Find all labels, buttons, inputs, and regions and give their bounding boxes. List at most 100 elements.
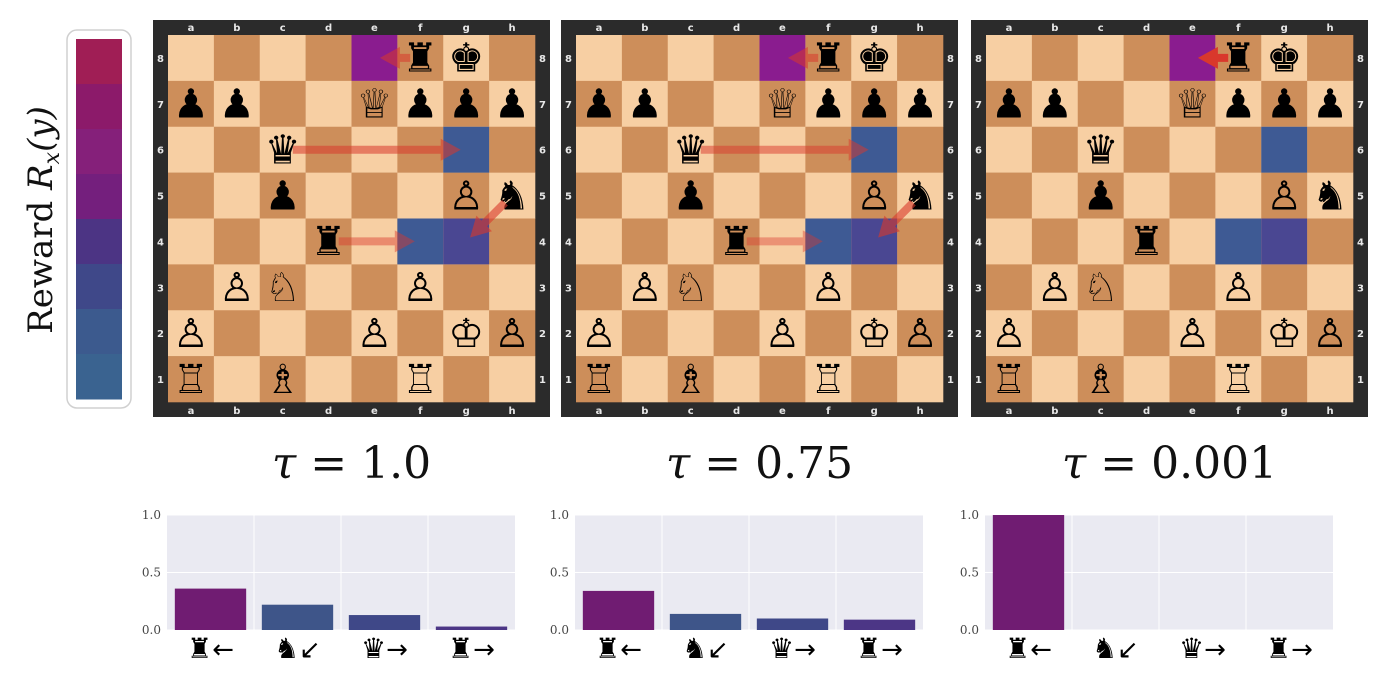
white-king: ♔: [856, 311, 892, 357]
board-square: [489, 218, 536, 265]
colorbar-swatch: [76, 309, 122, 355]
board-square: [1261, 310, 1308, 357]
rank-label: 3: [1357, 283, 1364, 294]
move-arrow: [470, 199, 508, 238]
board-square: [1169, 172, 1216, 219]
board-square: [259, 218, 306, 265]
probability-bar: [174, 588, 247, 630]
file-label: b: [1051, 23, 1058, 34]
file-label: e: [779, 406, 786, 417]
rank-label: 5: [539, 192, 546, 203]
black-pawn: ♟: [581, 82, 617, 128]
rank-label: 1: [947, 375, 954, 386]
board-square: [621, 218, 669, 265]
board-square: [1261, 80, 1308, 128]
board-square: [986, 35, 1033, 82]
rank-label: 6: [975, 146, 982, 157]
rank-label: 8: [565, 54, 572, 65]
rank-label: 3: [565, 283, 572, 294]
probability-bar: [669, 613, 742, 630]
board-square: [168, 126, 215, 173]
board-square: [213, 35, 261, 82]
file-label: e: [1189, 406, 1196, 417]
rank-label: 7: [539, 100, 546, 111]
rank-label: 1: [565, 375, 572, 386]
move-tick-label: ♜←: [595, 632, 642, 665]
probability-bar: [582, 590, 655, 630]
probability-bar: [843, 619, 916, 630]
colorbar-swatch: [76, 219, 122, 265]
file-label: f: [826, 23, 831, 34]
board-square: [759, 218, 806, 265]
file-label: a: [596, 23, 603, 34]
board-square: [213, 264, 261, 311]
board-square: [397, 264, 444, 311]
board-square: [259, 172, 306, 219]
board-square: [305, 264, 352, 311]
probability-bar: [261, 604, 334, 630]
black-queen: ♛: [1083, 127, 1119, 173]
rank-label: 4: [539, 237, 546, 248]
board-square: [1215, 126, 1262, 173]
file-label: h: [917, 406, 924, 417]
move-tick-label: ♜←: [187, 632, 234, 665]
file-label: g: [1281, 23, 1288, 34]
file-label: f: [418, 23, 423, 34]
board-square: [1031, 264, 1079, 311]
file-label: c: [1098, 406, 1104, 417]
move-tick-label: ♛→: [769, 632, 816, 665]
board-square: [667, 264, 714, 311]
white-bishop: ♗: [1083, 357, 1119, 403]
board-square: [986, 356, 1033, 403]
y-tick-label: 0.5: [960, 566, 979, 580]
board-square: [305, 218, 352, 265]
file-label: d: [1143, 406, 1150, 417]
file-label: b: [641, 23, 648, 34]
colorbar-swatch: [76, 174, 122, 220]
tau-label: τ = 0.75: [666, 438, 853, 489]
board-square: [986, 126, 1033, 173]
board-square: [1215, 356, 1262, 403]
white-pawn: ♙: [627, 265, 663, 311]
board-square: [168, 310, 215, 357]
file-label: f: [1236, 23, 1241, 34]
board-square: [443, 172, 490, 219]
file-label: b: [233, 406, 240, 417]
board-square: [805, 356, 852, 403]
board-square: [805, 264, 852, 311]
white-pawn: ♙: [765, 311, 801, 357]
white-pawn: ♙: [810, 265, 846, 311]
move-arrow: [1197, 46, 1229, 69]
rank-label: 8: [539, 54, 546, 65]
file-label: g: [871, 23, 878, 34]
board-square: [489, 264, 536, 311]
board-square: [759, 356, 806, 403]
board-square: [1215, 172, 1262, 219]
black-pawn: ♟: [673, 173, 709, 219]
board-square: [621, 126, 669, 173]
colorbar-swatches: [76, 39, 122, 400]
white-pawn: ♙: [357, 311, 393, 357]
black-pawn: ♟: [402, 82, 438, 128]
rank-label: 3: [539, 283, 546, 294]
white-queen: ♕: [1175, 82, 1211, 128]
colorbar: Reward Rx(y): [21, 29, 132, 409]
black-pawn: ♟: [627, 82, 663, 128]
board-square: [213, 126, 261, 173]
tau-label: τ = 0.001: [1062, 438, 1277, 489]
board-square: [805, 172, 852, 219]
rank-label: 1: [1357, 375, 1364, 386]
board-square: [1031, 218, 1079, 265]
board-square: [1169, 310, 1216, 357]
file-label: b: [233, 23, 240, 34]
board-square: [759, 80, 806, 128]
board-square: [1123, 218, 1170, 265]
black-pawn: ♟: [902, 82, 938, 128]
rank-label: 4: [157, 237, 164, 248]
white-bishop: ♗: [673, 357, 709, 403]
file-label: d: [733, 406, 740, 417]
board-square: [397, 80, 444, 128]
board-square: [1261, 356, 1308, 403]
